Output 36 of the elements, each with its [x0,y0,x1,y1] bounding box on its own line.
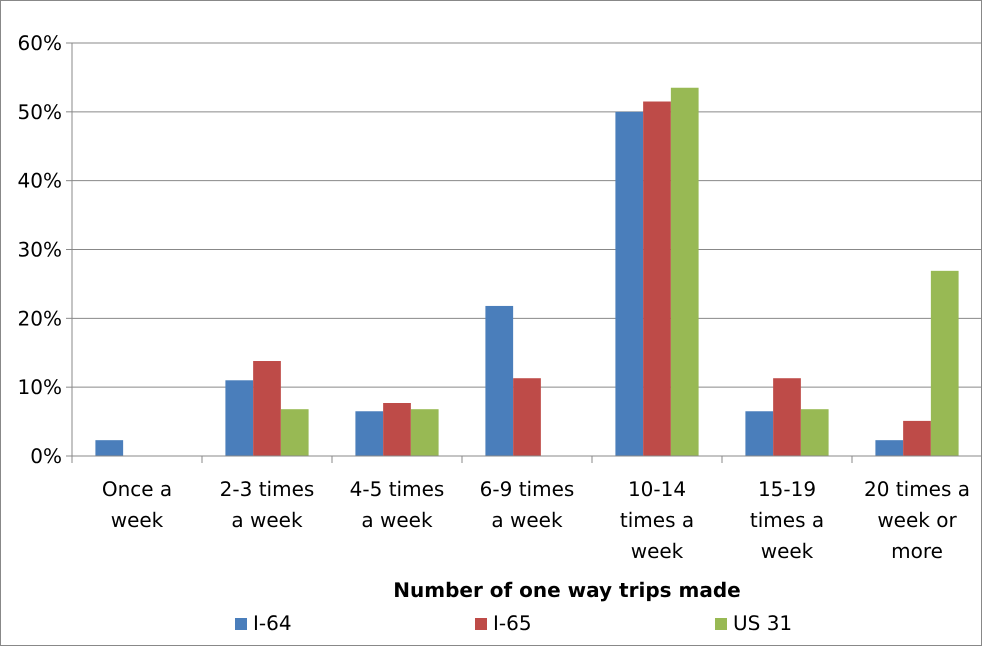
bar [225,380,254,456]
bar [355,411,384,456]
x-tick-label: 20 times a week or more [864,477,970,563]
bar [930,270,959,456]
y-tick-label: 40% [18,168,62,193]
y-tick-label: 50% [18,100,62,124]
legend-label: I-64 [253,611,292,635]
y-tick-label: 30% [18,238,62,262]
bar [95,440,124,456]
bar [615,112,644,456]
bar [485,306,514,456]
bar [670,88,699,456]
bar [903,420,931,456]
x-tick-label: Once a week [102,477,172,532]
x-axis-title: Number of one way trips made [393,578,741,602]
bar [280,409,309,456]
x-tick-label: 15-19 times a week [750,477,824,563]
bar [800,409,829,456]
bar [513,378,541,456]
x-tick-label: 10-14 times a week [620,477,694,563]
legend-label: US 31 [733,611,792,635]
bar [773,378,801,456]
legend-label: I-65 [493,611,532,635]
bar [643,102,671,456]
bar [875,440,904,456]
bar [745,411,774,456]
y-tick-label: 20% [18,306,62,330]
x-tick-label: 6-9 times a week [480,477,574,532]
x-tick-label: 4-5 times a week [350,477,444,532]
y-tick-label: 10% [18,375,62,400]
y-tick-label: 0% [30,444,62,468]
y-tick-label: 60% [18,31,62,55]
bar [383,403,411,456]
bar [410,409,439,456]
bar [253,361,281,456]
x-tick-label: 2-3 times a week [220,477,314,532]
